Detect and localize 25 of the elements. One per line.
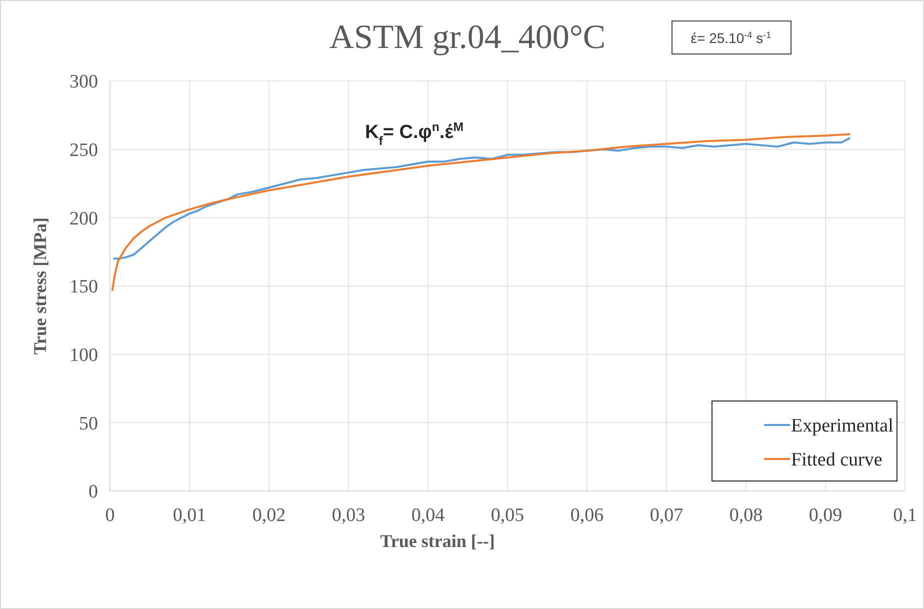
x-tick-label: 0,05 [490,505,524,526]
legend-label: Fitted curve [791,450,882,471]
x-tick-label: 0,06 [570,505,604,526]
x-tick-label: 0,02 [252,505,286,526]
annotation: K$_{f}$= C.φ$^{n}$.έ$^{M}$ [365,120,464,148]
y-axis-title: True stress [MPa] [30,217,50,355]
y-tick-label: 300 [70,72,98,93]
text: έ= 25.10$^{-4}$ s$^{-1}$ [690,30,772,46]
y-tick-label: 200 [70,208,98,230]
x-tick-label: 0,08 [729,505,763,526]
y-tick-label: 50 [79,413,98,434]
x-axis-title: True strain [--] [380,531,495,551]
x-tick-label: 0,01 [172,505,206,526]
legend-label: Experimental [791,416,894,437]
y-tick-label: 0 [88,482,98,503]
x-tick-label: 0,1 [893,505,917,526]
x-tick-label: 0,04 [411,505,446,526]
y-tick-label: 250 [70,140,98,161]
x-tick-label: 0,07 [650,505,684,526]
x-tick-label: 0,03 [332,505,366,526]
x-tick-label: 0 [105,505,115,526]
y-tick-label: 100 [70,344,98,366]
y-tick-label: 150 [70,276,98,298]
x-tick-label: 0,09 [808,505,842,526]
chart-title: ASTM gr.04_400°C [329,19,606,56]
